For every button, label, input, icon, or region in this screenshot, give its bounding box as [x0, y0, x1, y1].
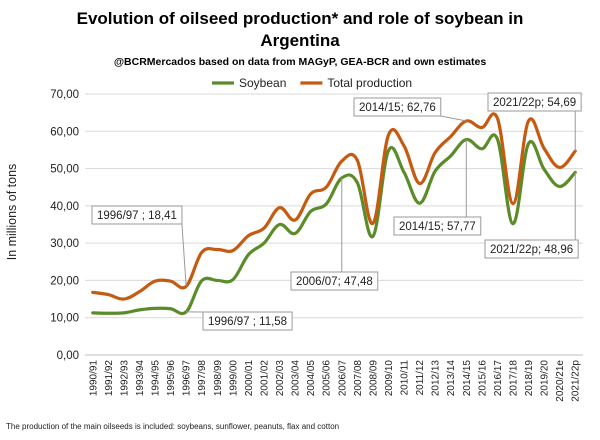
y-tick-label: 50,00 — [50, 164, 79, 176]
x-tick-label: 1997/98 — [197, 360, 208, 397]
chart-title-line-1: Evolution of oilseed production* and rol… — [77, 9, 524, 28]
y-tick-label: 20,00 — [50, 275, 79, 287]
x-tick-label: 2019/20 — [540, 360, 551, 397]
callout-label: 2006/07; 47,48 — [296, 276, 373, 288]
x-tick-label: 2015/16 — [477, 360, 488, 397]
x-tick-label: 1993/94 — [135, 360, 146, 397]
x-tick-label: 2001/02 — [259, 360, 270, 397]
y-tick-label: 0,00 — [57, 350, 79, 362]
callout-leader — [441, 116, 467, 121]
callout-label: 2021/22p; 54,69 — [493, 97, 576, 109]
x-tick-label: 2007/08 — [353, 360, 364, 397]
x-tick-label: 1991/92 — [104, 360, 115, 397]
x-tick-label: 1995/96 — [166, 360, 177, 397]
y-tick-label: 60,00 — [50, 126, 79, 138]
y-tick-label: 40,00 — [50, 201, 79, 213]
x-tick-label: 2012/13 — [431, 360, 442, 397]
x-tick-label: 2010/11 — [400, 360, 411, 396]
x-tick-label: 1996/97 — [182, 360, 193, 397]
x-tick-label: 2006/07 — [337, 360, 348, 397]
y-tick-label: 10,00 — [50, 313, 79, 325]
x-tick-label: 2004/05 — [306, 360, 317, 397]
x-tick-label: 2016/17 — [493, 360, 504, 397]
x-tick-label: 2020/21e — [555, 360, 566, 402]
x-tick-label: 2005/06 — [322, 360, 333, 397]
y-axis-label: In millions of tons — [5, 164, 19, 261]
x-tick-label: 2017/18 — [508, 360, 519, 397]
callout-label: 2014/15; 57,77 — [399, 221, 476, 233]
x-tick-label: 1990/91 — [88, 360, 99, 397]
x-tick-label: 2013/14 — [446, 360, 457, 397]
x-tick-label: 1999/00 — [228, 360, 239, 397]
callout-label: 1996/97 ; 18,41 — [97, 210, 177, 222]
x-tick-label: 2021/22p — [571, 360, 582, 402]
callout-label: 2021/22p; 48,96 — [490, 244, 573, 256]
x-tick-label: 1992/93 — [119, 360, 130, 397]
callout-label: 1996/97 ; 11,58 — [208, 316, 287, 328]
legend-label-0: Soybean — [239, 76, 286, 90]
x-tick-label: 2002/03 — [275, 360, 286, 397]
y-tick-label: 30,00 — [50, 238, 79, 250]
x-tick-label: 2014/15 — [462, 360, 473, 397]
x-tick-label: 1998/99 — [213, 360, 224, 397]
y-tick-label: 70,00 — [50, 89, 79, 101]
callout-leader — [182, 224, 186, 286]
x-tick-label: 2011/12 — [415, 360, 426, 396]
chart-title-line-2: Argentina — [260, 31, 340, 50]
x-tick-label: 2009/10 — [384, 360, 395, 397]
x-axis-ticks: 1990/91 1991/92 1992/93 1993/94 1994/95 1995/… — [88, 360, 581, 402]
x-tick-label: 2000/01 — [244, 360, 255, 397]
x-tick-label: 1994/95 — [151, 360, 162, 397]
callout-label: 2014/15; 62,76 — [359, 102, 436, 114]
footnote: The production of the main oilseeds is i… — [6, 422, 339, 431]
y-axis-ticks: 0,00 10,00 20,00 30,00 40,00 50,00 60,00 70,00 — [50, 89, 79, 362]
x-tick-label: 2008/09 — [368, 360, 379, 397]
chart-subtitle: @BCRMercados based on data from MAGyP, G… — [114, 56, 487, 68]
legend-label-1: Total production — [327, 76, 412, 90]
x-tick-label: 2003/04 — [291, 360, 302, 397]
legend: Soybean Total production — [212, 76, 412, 90]
x-tick-label: 2018/19 — [524, 360, 535, 397]
